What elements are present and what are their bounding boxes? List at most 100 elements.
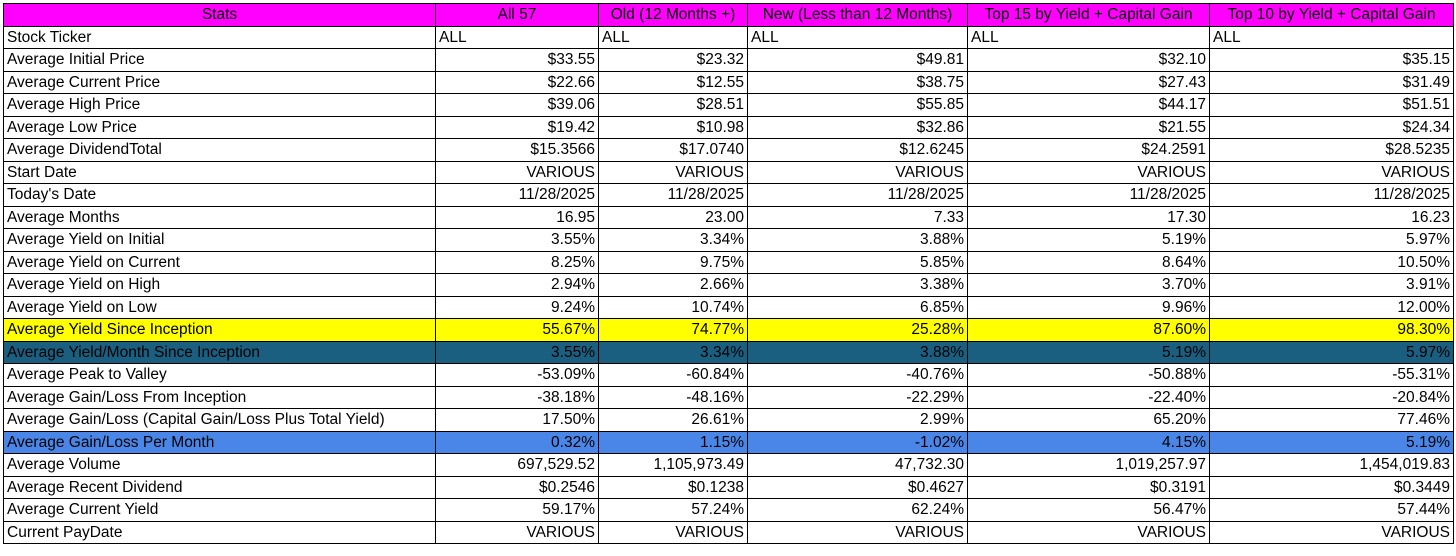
table-cell[interactable]: -22.29% — [747, 385, 968, 409]
row-label[interactable]: Average Yield on Initial — [3, 228, 436, 252]
table-cell[interactable]: 697,529.52 — [435, 453, 599, 477]
table-cell[interactable]: 98.30% — [1209, 318, 1454, 342]
table-cell[interactable]: $33.55 — [435, 48, 599, 72]
table-cell[interactable]: 2.94% — [435, 273, 599, 297]
row-label[interactable]: Average Yield on Current — [3, 250, 436, 274]
row-label[interactable]: Average Months — [3, 205, 436, 229]
table-cell[interactable]: 10.74% — [598, 295, 748, 319]
table-cell[interactable]: $55.85 — [747, 93, 968, 117]
table-cell[interactable]: $21.55 — [967, 115, 1210, 139]
table-cell[interactable]: 3.38% — [747, 273, 968, 297]
table-cell[interactable]: VARIOUS — [435, 160, 599, 184]
table-cell[interactable]: -22.40% — [967, 385, 1210, 409]
header-cell-top-10[interactable]: Top 10 by Yield + Capital Gain — [1209, 3, 1454, 27]
table-cell[interactable]: 2.66% — [598, 273, 748, 297]
table-cell[interactable]: 5.19% — [967, 228, 1210, 252]
table-cell[interactable]: 9.96% — [967, 295, 1210, 319]
row-label[interactable]: Average Gain/Loss (Capital Gain/Loss Plu… — [3, 408, 436, 432]
table-cell[interactable]: 3.34% — [598, 340, 748, 364]
table-cell[interactable]: 11/28/2025 — [967, 183, 1210, 207]
table-cell[interactable]: 3.34% — [598, 228, 748, 252]
table-cell[interactable]: 10.50% — [1209, 250, 1454, 274]
table-cell[interactable]: $28.51 — [598, 93, 748, 117]
table-cell[interactable]: 6.85% — [747, 295, 968, 319]
table-cell[interactable]: 4.15% — [967, 430, 1210, 454]
table-cell[interactable]: 17.30 — [967, 205, 1210, 229]
table-cell[interactable]: 2.99% — [747, 408, 968, 432]
table-cell[interactable]: $27.43 — [967, 70, 1210, 94]
table-cell[interactable]: $31.49 — [1209, 70, 1454, 94]
row-label[interactable]: Average Yield Since Inception — [3, 318, 436, 342]
table-cell[interactable]: 8.25% — [435, 250, 599, 274]
table-cell[interactable]: VARIOUS — [747, 160, 968, 184]
table-cell[interactable]: 1,105,973.49 — [598, 453, 748, 477]
table-cell[interactable]: -53.09% — [435, 363, 599, 387]
table-cell[interactable]: $19.42 — [435, 115, 599, 139]
table-cell[interactable]: $35.15 — [1209, 48, 1454, 72]
table-cell[interactable]: VARIOUS — [747, 520, 968, 544]
row-label[interactable]: Average Yield on Low — [3, 295, 436, 319]
table-cell[interactable]: 3.55% — [435, 340, 599, 364]
table-cell[interactable]: -55.31% — [1209, 363, 1454, 387]
table-cell[interactable]: -50.88% — [967, 363, 1210, 387]
table-cell[interactable]: 5.97% — [1209, 228, 1454, 252]
table-cell[interactable]: 3.70% — [967, 273, 1210, 297]
table-cell[interactable]: 26.61% — [598, 408, 748, 432]
table-cell[interactable]: 11/28/2025 — [435, 183, 599, 207]
table-cell[interactable]: $0.2546 — [435, 475, 599, 499]
row-label[interactable]: Average DividendTotal — [3, 138, 436, 162]
table-cell[interactable]: 57.44% — [1209, 498, 1454, 522]
row-label[interactable]: Current PayDate — [3, 520, 436, 544]
row-label[interactable]: Average Yield/Month Since Inception — [3, 340, 436, 364]
table-cell[interactable]: $32.86 — [747, 115, 968, 139]
table-cell[interactable]: $22.66 — [435, 70, 599, 94]
table-cell[interactable]: VARIOUS — [435, 520, 599, 544]
table-cell[interactable]: $15.3566 — [435, 138, 599, 162]
table-cell[interactable]: 7.33 — [747, 205, 968, 229]
table-cell[interactable]: $10.98 — [598, 115, 748, 139]
table-cell[interactable]: 11/28/2025 — [598, 183, 748, 207]
table-cell[interactable]: $32.10 — [967, 48, 1210, 72]
row-label[interactable]: Average Gain/Loss From Inception — [3, 385, 436, 409]
table-cell[interactable]: 47,732.30 — [747, 453, 968, 477]
table-cell[interactable]: 8.64% — [967, 250, 1210, 274]
table-cell[interactable]: 11/28/2025 — [1209, 183, 1454, 207]
table-cell[interactable]: 3.55% — [435, 228, 599, 252]
table-cell[interactable]: ALL — [967, 25, 1210, 49]
table-cell[interactable]: ALL — [598, 25, 748, 49]
table-cell[interactable]: -40.76% — [747, 363, 968, 387]
row-label[interactable]: Average Current Price — [3, 70, 436, 94]
table-cell[interactable]: VARIOUS — [1209, 520, 1454, 544]
table-cell[interactable]: $28.5235 — [1209, 138, 1454, 162]
table-cell[interactable]: 77.46% — [1209, 408, 1454, 432]
row-label[interactable]: Today's Date — [3, 183, 436, 207]
table-cell[interactable]: $24.2591 — [967, 138, 1210, 162]
table-cell[interactable]: $39.06 — [435, 93, 599, 117]
table-cell[interactable]: $0.3449 — [1209, 475, 1454, 499]
row-label[interactable]: Start Date — [3, 160, 436, 184]
row-label[interactable]: Average Current Yield — [3, 498, 436, 522]
table-cell[interactable]: 3.91% — [1209, 273, 1454, 297]
table-cell[interactable]: 55.67% — [435, 318, 599, 342]
row-label[interactable]: Average High Price — [3, 93, 436, 117]
table-cell[interactable]: 3.88% — [747, 340, 968, 364]
table-cell[interactable]: $12.55 — [598, 70, 748, 94]
table-cell[interactable]: 0.32% — [435, 430, 599, 454]
table-cell[interactable]: 3.88% — [747, 228, 968, 252]
table-cell[interactable]: 1,454,019.83 — [1209, 453, 1454, 477]
table-cell[interactable]: $23.32 — [598, 48, 748, 72]
row-label[interactable]: Average Initial Price — [3, 48, 436, 72]
table-cell[interactable]: VARIOUS — [1209, 160, 1454, 184]
table-cell[interactable]: -48.16% — [598, 385, 748, 409]
header-cell-old[interactable]: Old (12 Months +) — [598, 3, 748, 27]
row-label[interactable]: Average Peak to Valley — [3, 363, 436, 387]
table-cell[interactable]: 9.75% — [598, 250, 748, 274]
table-cell[interactable]: 56.47% — [967, 498, 1210, 522]
table-cell[interactable]: VARIOUS — [967, 520, 1210, 544]
table-cell[interactable]: 12.00% — [1209, 295, 1454, 319]
row-label[interactable]: Average Recent Dividend — [3, 475, 436, 499]
table-cell[interactable]: 87.60% — [967, 318, 1210, 342]
table-cell[interactable]: 16.95 — [435, 205, 599, 229]
row-label[interactable]: Average Yield on High — [3, 273, 436, 297]
table-cell[interactable]: 1.15% — [598, 430, 748, 454]
